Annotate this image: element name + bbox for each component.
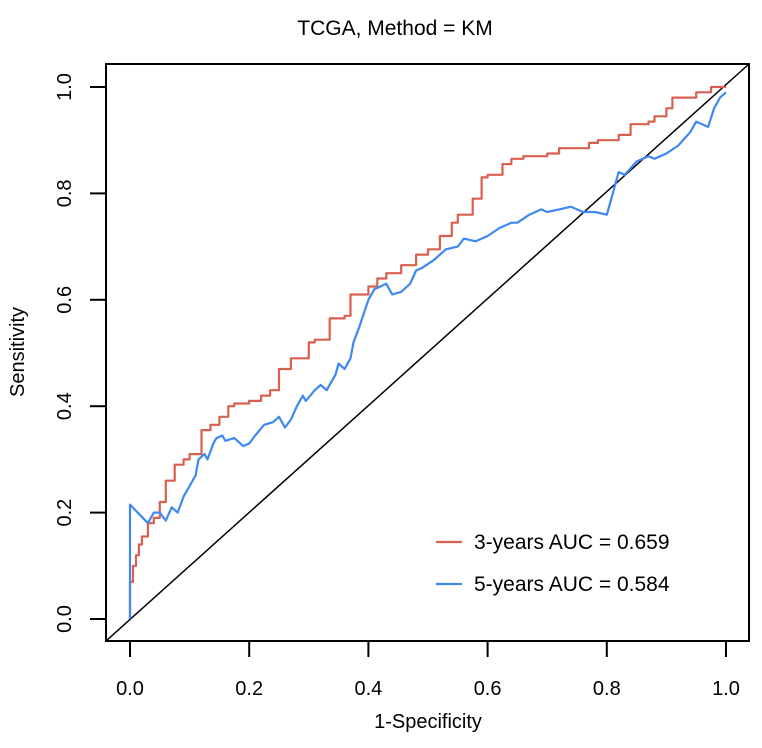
y-tick-label: 0.2 <box>54 499 76 527</box>
x-axis-title: 1-Specificity <box>374 711 482 733</box>
legend-label: 5-years AUC = 0.584 <box>474 573 670 596</box>
chart-title: TCGA, Method = KM <box>297 17 492 40</box>
x-tick-label: 1.0 <box>712 678 740 700</box>
x-tick-label: 0.6 <box>474 678 502 700</box>
y-tick-label: 0.6 <box>54 286 76 314</box>
reference-diagonal <box>105 63 750 642</box>
x-axis: 0.0 0.2 0.4 0.6 0.8 1.0 <box>116 640 740 700</box>
x-tick-label: 0.4 <box>354 678 382 700</box>
roc-curve-5-years <box>128 91 727 619</box>
x-tick-label: 0.8 <box>593 678 621 700</box>
x-tick-label: 0.2 <box>235 678 263 700</box>
y-axis: 0.0 0.2 0.4 0.6 0.8 1.0 <box>54 73 107 633</box>
y-tick-label: 0.8 <box>54 179 76 207</box>
y-tick-label: 0.0 <box>54 605 76 633</box>
legend-label: 3-years AUC = 0.659 <box>474 531 670 554</box>
y-tick-label: 1.0 <box>54 73 76 101</box>
legend: 3-years AUC = 0.659 5-years AUC = 0.584 <box>436 531 670 596</box>
y-axis-title: Sensitivity <box>7 307 29 397</box>
x-tick-label: 0.0 <box>116 678 144 700</box>
y-tick-label: 0.4 <box>54 392 76 420</box>
series-layer <box>128 85 727 619</box>
roc-curve-3-years <box>128 85 726 619</box>
